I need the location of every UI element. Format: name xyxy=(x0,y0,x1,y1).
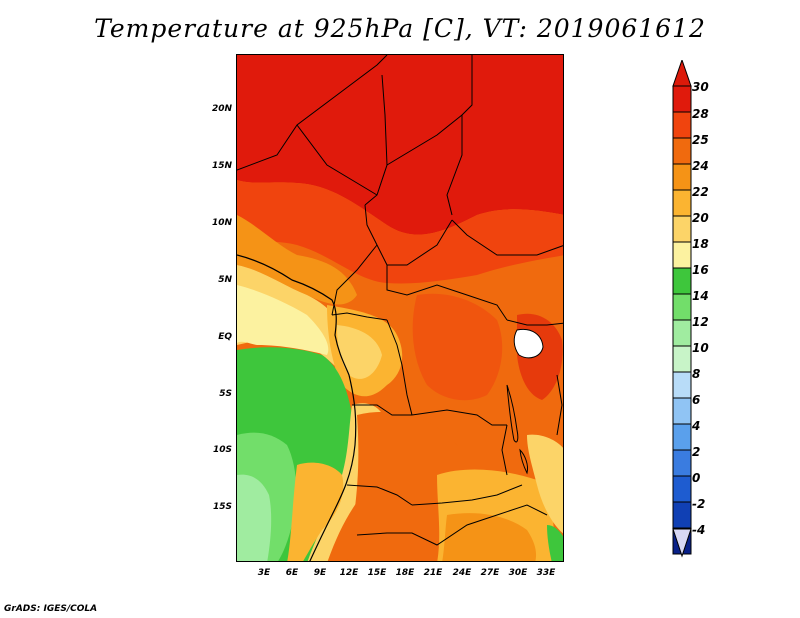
colorbar-segment xyxy=(672,501,692,529)
colorbar-segment xyxy=(672,345,692,373)
lat-label-20n: 20N xyxy=(211,104,232,114)
lon-label-21e: 21E xyxy=(423,568,443,578)
colorbar-segment xyxy=(672,449,692,477)
lat-label-5s: 5S xyxy=(219,389,232,399)
colorbar xyxy=(672,60,692,558)
colorbar-segment xyxy=(672,423,692,451)
colorbar-segment xyxy=(672,215,692,243)
colorbar-segment xyxy=(672,85,692,113)
colorbar-label-25: 25 xyxy=(692,133,709,147)
colorbar-label-30: 30 xyxy=(692,80,709,94)
colorbar-label-8: 8 xyxy=(692,367,701,381)
colorbar-label-neg2: -2 xyxy=(692,497,706,511)
lat-label-10n: 10N xyxy=(211,218,232,228)
colorbar-segment xyxy=(672,163,692,191)
colorbar-label-16: 16 xyxy=(692,263,709,277)
lon-label-18e: 18E xyxy=(395,568,415,578)
colorbar-label-22: 22 xyxy=(692,185,709,199)
colorbar-label-18: 18 xyxy=(692,237,709,251)
colorbar-label-24: 24 xyxy=(692,159,709,173)
temperature-field xyxy=(237,55,563,561)
colorbar-segment xyxy=(672,293,692,321)
temperature-map xyxy=(236,54,564,562)
colorbar-label-6: 6 xyxy=(692,393,701,407)
colorbar-label-4: 4 xyxy=(692,419,701,433)
lon-label-3e: 3E xyxy=(257,568,271,578)
colorbar-label-10: 10 xyxy=(692,341,709,355)
colorbar-top-tip xyxy=(672,60,692,87)
colorbar-segment xyxy=(672,189,692,217)
colorbar-segment xyxy=(672,371,692,399)
colorbar-segment xyxy=(672,267,692,295)
colorbar-label-14: 14 xyxy=(692,289,709,303)
lon-label-24e: 24E xyxy=(452,568,472,578)
lon-label-6e: 6E xyxy=(285,568,299,578)
colorbar-label-20: 20 xyxy=(692,211,709,225)
lat-label-eq: EQ xyxy=(218,332,232,342)
colorbar-segment xyxy=(672,241,692,269)
colorbar-label-12: 12 xyxy=(692,315,709,329)
colorbar-segment xyxy=(672,475,692,503)
colorbar-segments xyxy=(672,85,692,555)
grads-credit: GrADS: IGES/COLA xyxy=(4,604,98,614)
lon-label-27e: 27E xyxy=(480,568,500,578)
colorbar-segment xyxy=(672,137,692,165)
lon-label-33e: 33E xyxy=(536,568,556,578)
colorbar-segment xyxy=(672,319,692,347)
lon-label-30e: 30E xyxy=(508,568,528,578)
lat-label-10s: 10S xyxy=(212,445,232,455)
colorbar-label-2: 2 xyxy=(692,445,701,459)
colorbar-bottom-tip xyxy=(672,528,692,558)
lon-label-15e: 15E xyxy=(367,568,387,578)
map-title: Temperature at 925hPa [C], VT: 201906161… xyxy=(94,14,706,43)
lon-label-9e: 9E xyxy=(313,568,327,578)
colorbar-segment xyxy=(672,397,692,425)
colorbar-segment xyxy=(672,111,692,139)
colorbar-label-0: 0 xyxy=(692,471,701,485)
colorbar-label-neg4: -4 xyxy=(692,523,706,537)
lat-label-5n: 5N xyxy=(218,275,232,285)
colorbar-label-28: 28 xyxy=(692,107,709,121)
lat-label-15s: 15S xyxy=(212,502,232,512)
lon-label-12e: 12E xyxy=(339,568,359,578)
lat-label-15n: 15N xyxy=(211,161,232,171)
